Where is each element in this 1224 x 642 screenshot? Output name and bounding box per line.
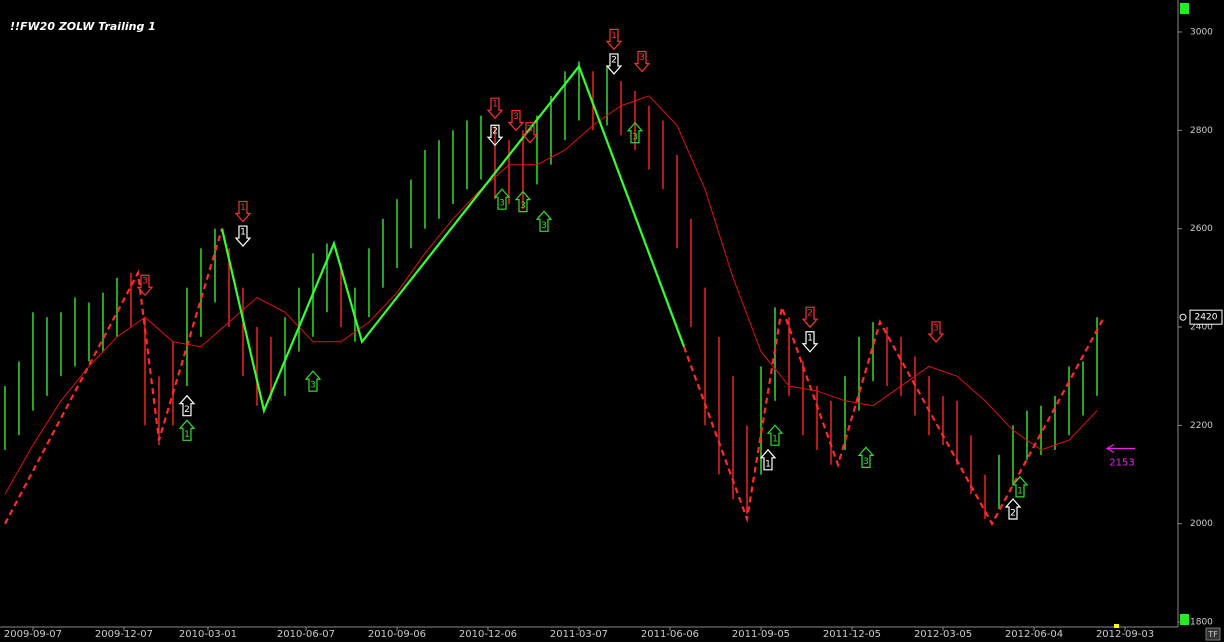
x-tick-label: 2012-09-03 bbox=[1096, 629, 1154, 640]
signal-arrow bbox=[633, 50, 651, 73]
chart-title: !!FW20 ZOLW Trailing 1 bbox=[10, 20, 156, 33]
signal-label: 1 bbox=[765, 459, 771, 469]
signal-arrow bbox=[626, 121, 644, 144]
x-tick-label: 2010-06-07 bbox=[277, 629, 335, 640]
signal-label: 3 bbox=[527, 124, 533, 134]
signal-arrow bbox=[521, 122, 539, 144]
signal-label: 1 bbox=[807, 333, 813, 343]
signal-arrow bbox=[801, 306, 819, 329]
zigzag-line bbox=[220, 64, 686, 415]
signal-arrow bbox=[234, 200, 252, 223]
signal-arrow bbox=[486, 97, 504, 120]
y-tick-label: 2400 bbox=[1190, 323, 1213, 333]
signal-arrow bbox=[535, 210, 553, 232]
signal-label: 3 bbox=[513, 112, 519, 122]
y-tick-label: 2200 bbox=[1190, 421, 1213, 431]
signal-arrow bbox=[1004, 498, 1022, 520]
scroll-marker bbox=[1180, 614, 1189, 625]
y-tick-label: 2800 bbox=[1190, 126, 1213, 136]
y-tick-label: 2000 bbox=[1190, 519, 1213, 529]
signal-arrow bbox=[605, 28, 623, 51]
signal-label: 3 bbox=[639, 53, 645, 63]
signal-label: 1 bbox=[240, 228, 246, 238]
signal-label: 2 bbox=[807, 309, 813, 319]
signal-label: 1 bbox=[492, 100, 498, 110]
corner-box bbox=[1205, 627, 1221, 641]
corner-label: TF bbox=[1207, 630, 1218, 639]
signal-arrow bbox=[857, 446, 875, 468]
target-label: 2153 bbox=[1109, 457, 1134, 468]
signal-arrow bbox=[507, 109, 525, 132]
x-tick-label: 2010-09-06 bbox=[368, 629, 426, 640]
signal-arrow bbox=[304, 370, 322, 392]
signal-arrow bbox=[801, 331, 819, 353]
signal-arrow bbox=[178, 394, 196, 417]
signal-label: 1 bbox=[772, 435, 778, 445]
x-tick-label: 2011-06-06 bbox=[641, 629, 699, 640]
last-price-label: 2420 bbox=[1195, 313, 1218, 323]
signal-arrow bbox=[514, 190, 532, 213]
signal-label: 2 bbox=[492, 127, 498, 137]
signal-label: 3 bbox=[632, 132, 638, 142]
x-tick-label: 2011-09-05 bbox=[732, 629, 790, 640]
x-tick-label: 2012-03-05 bbox=[914, 629, 972, 640]
signal-label: 2 bbox=[1010, 508, 1016, 518]
last-price-marker bbox=[1179, 313, 1187, 321]
signal-label: 2 bbox=[611, 55, 617, 65]
signal-arrow bbox=[493, 188, 511, 210]
signal-label: 3 bbox=[310, 381, 316, 391]
signal-arrow bbox=[234, 225, 252, 247]
x-tick-label: 2011-12-05 bbox=[823, 629, 881, 640]
x-tick-label: 2009-12-07 bbox=[95, 629, 153, 640]
signal-label: 1 bbox=[240, 203, 246, 213]
signal-arrow bbox=[766, 424, 784, 446]
signal-label: 3 bbox=[933, 323, 939, 333]
last-price-box bbox=[1189, 309, 1223, 325]
cursor-marker bbox=[1114, 624, 1119, 628]
signal-label: 2 bbox=[184, 405, 190, 415]
y-tick-label: 3000 bbox=[1190, 27, 1213, 37]
signal-label: 3 bbox=[520, 201, 526, 211]
signal-label: 3 bbox=[142, 277, 148, 287]
signal-arrow bbox=[927, 321, 945, 343]
signal-label: 3 bbox=[499, 199, 505, 209]
x-tick-label: 2012-06-04 bbox=[1005, 629, 1063, 640]
signal-arrow bbox=[178, 419, 196, 441]
signal-arrow bbox=[759, 448, 777, 471]
y-tick-label: 2600 bbox=[1190, 224, 1213, 234]
signal-label: 1 bbox=[1017, 486, 1023, 496]
x-tick-label: 2010-03-01 bbox=[179, 629, 237, 640]
signal-arrow bbox=[486, 124, 504, 147]
signal-arrow bbox=[1011, 475, 1029, 498]
scroll-marker bbox=[1180, 3, 1189, 14]
signal-label: 3 bbox=[863, 457, 869, 467]
zigzag-line bbox=[3, 228, 1105, 527]
signal-arrow bbox=[605, 53, 623, 75]
signal-arrow bbox=[136, 274, 154, 297]
y-tick-label: 1800 bbox=[1190, 618, 1213, 628]
signal-label: 1 bbox=[184, 430, 190, 440]
signal-label: 3 bbox=[541, 221, 547, 231]
x-tick-label: 2010-12-06 bbox=[459, 629, 517, 640]
x-tick-label: 2009-09-07 bbox=[4, 629, 62, 640]
x-tick-label: 2011-03-07 bbox=[550, 629, 608, 640]
signal-label: 1 bbox=[611, 31, 617, 41]
target-arrow bbox=[1105, 443, 1135, 454]
